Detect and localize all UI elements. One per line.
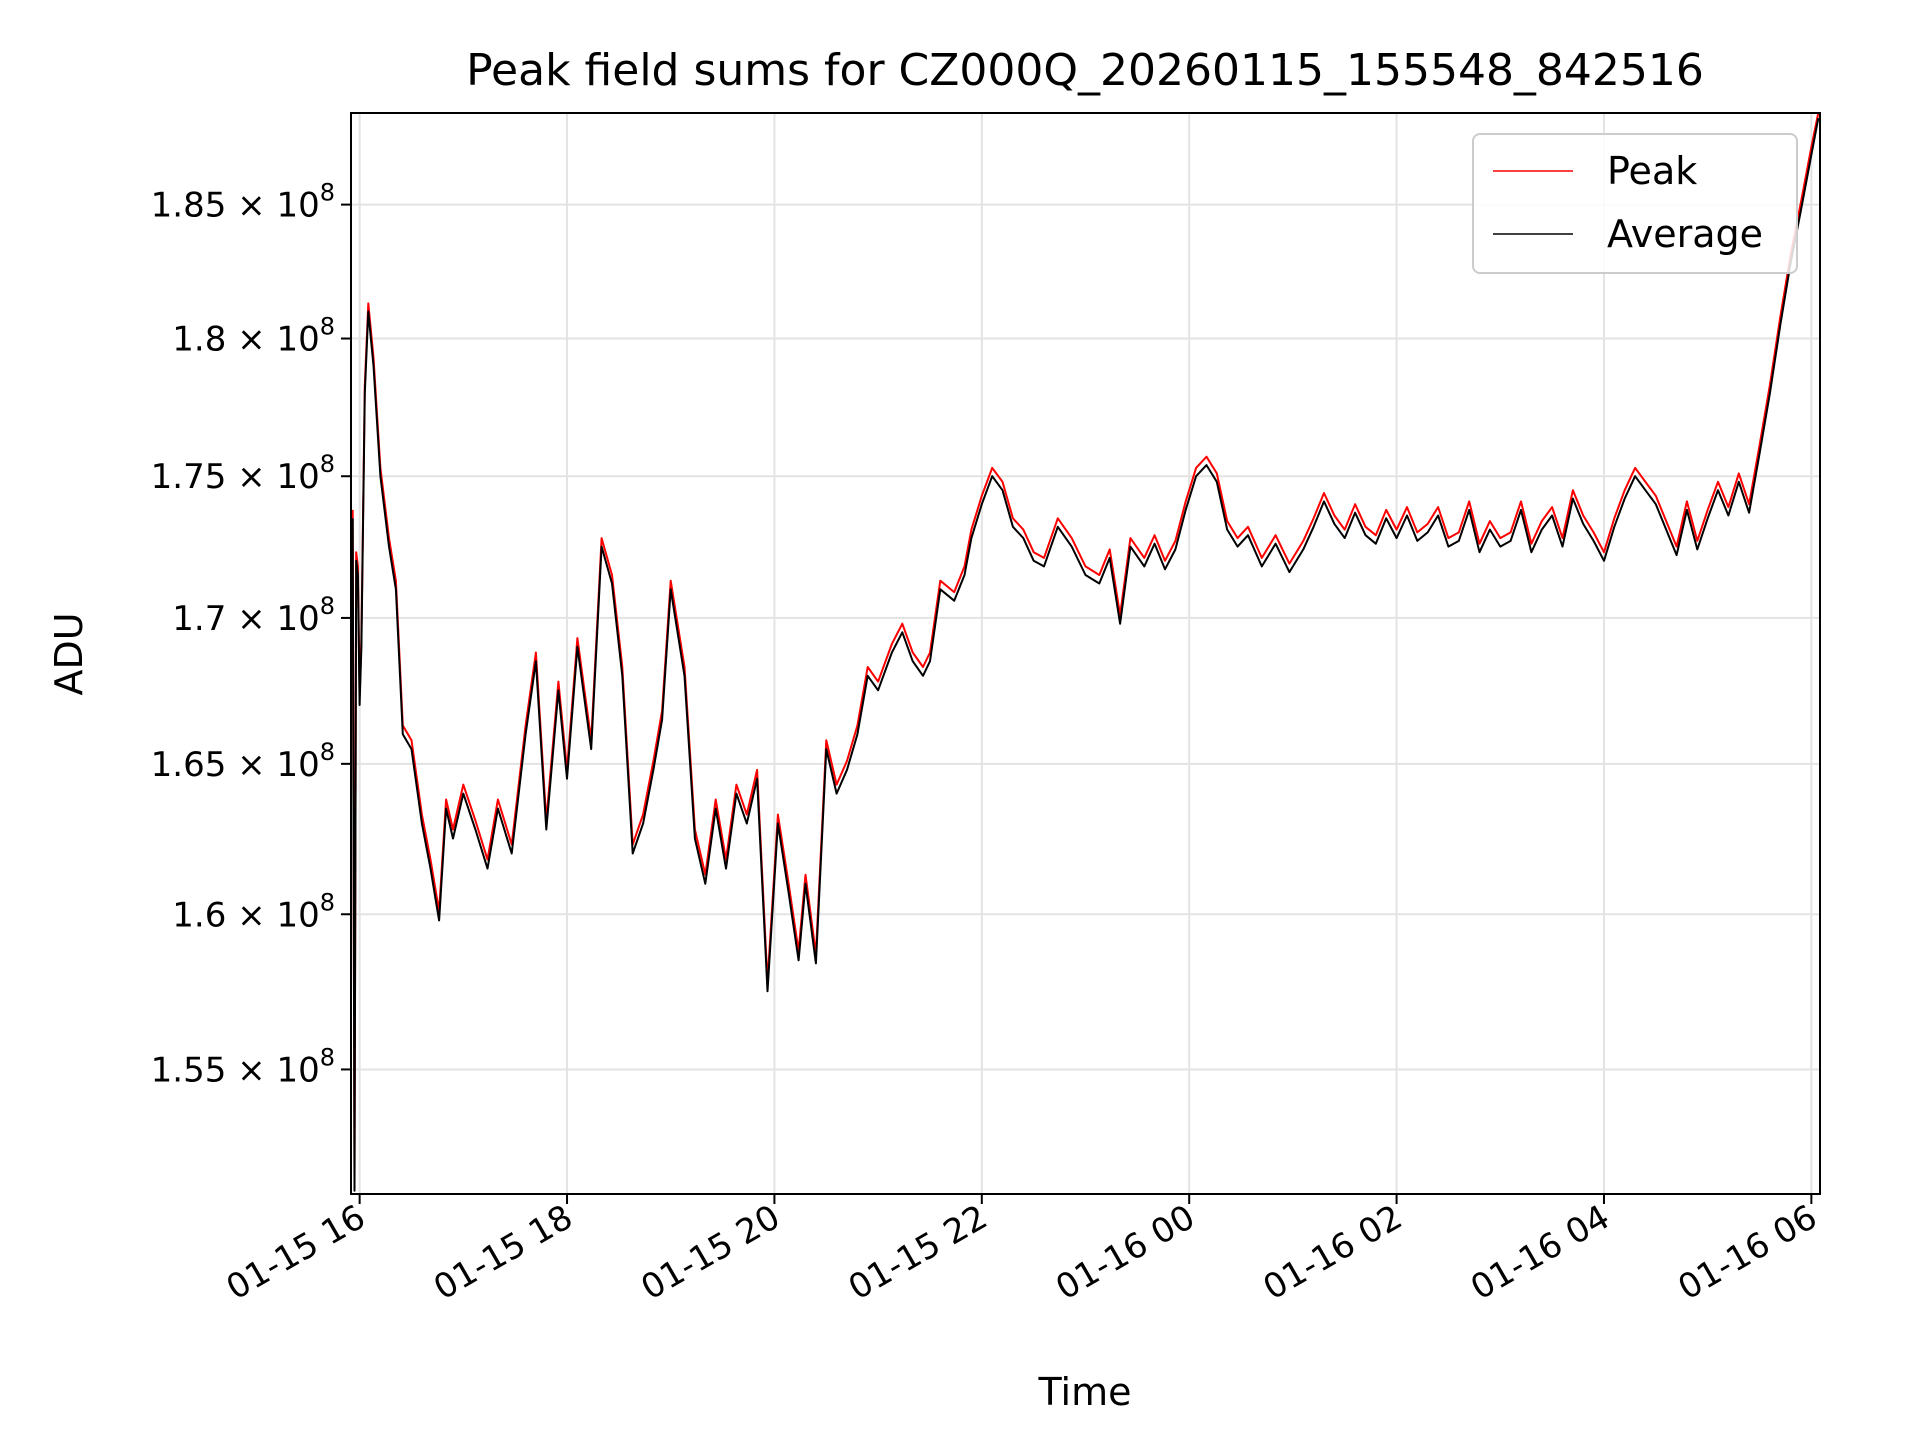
legend-box xyxy=(1472,133,1798,274)
plot-frame xyxy=(350,112,1821,1195)
y-tick-label: 1.8 × 108 xyxy=(172,313,335,360)
y-tick-label: 1.6 × 108 xyxy=(172,888,335,935)
chart-title: Peak field sums for CZ000Q_20260115_1555… xyxy=(466,45,1704,96)
x-axis-label: Time xyxy=(1038,1370,1132,1414)
y-tick-label: 1.55 × 108 xyxy=(151,1043,335,1090)
y-axis-ticks: 1.55 × 108 1.6 × 108 1.65 × 108 1.7 × 108 1.… xyxy=(151,179,351,1090)
y-tick-label: 1.85 × 108 xyxy=(151,179,335,226)
series-line-peak xyxy=(351,112,1820,1183)
legend: Peak Average xyxy=(1472,133,1798,274)
legend-label-average: Average xyxy=(1607,212,1763,256)
y-axis-label: ADU xyxy=(47,612,91,695)
legend-label-peak: Peak xyxy=(1607,149,1697,193)
y-tick-label: 1.65 × 108 xyxy=(151,738,335,785)
series-line-average xyxy=(351,118,1820,1192)
y-tick-label: 1.75 × 108 xyxy=(151,450,335,497)
series-lines xyxy=(351,112,1820,1192)
x-gridlines xyxy=(358,113,1813,1194)
y-gridlines xyxy=(351,203,1820,1071)
y-tick-label: 1.7 × 108 xyxy=(172,592,335,639)
